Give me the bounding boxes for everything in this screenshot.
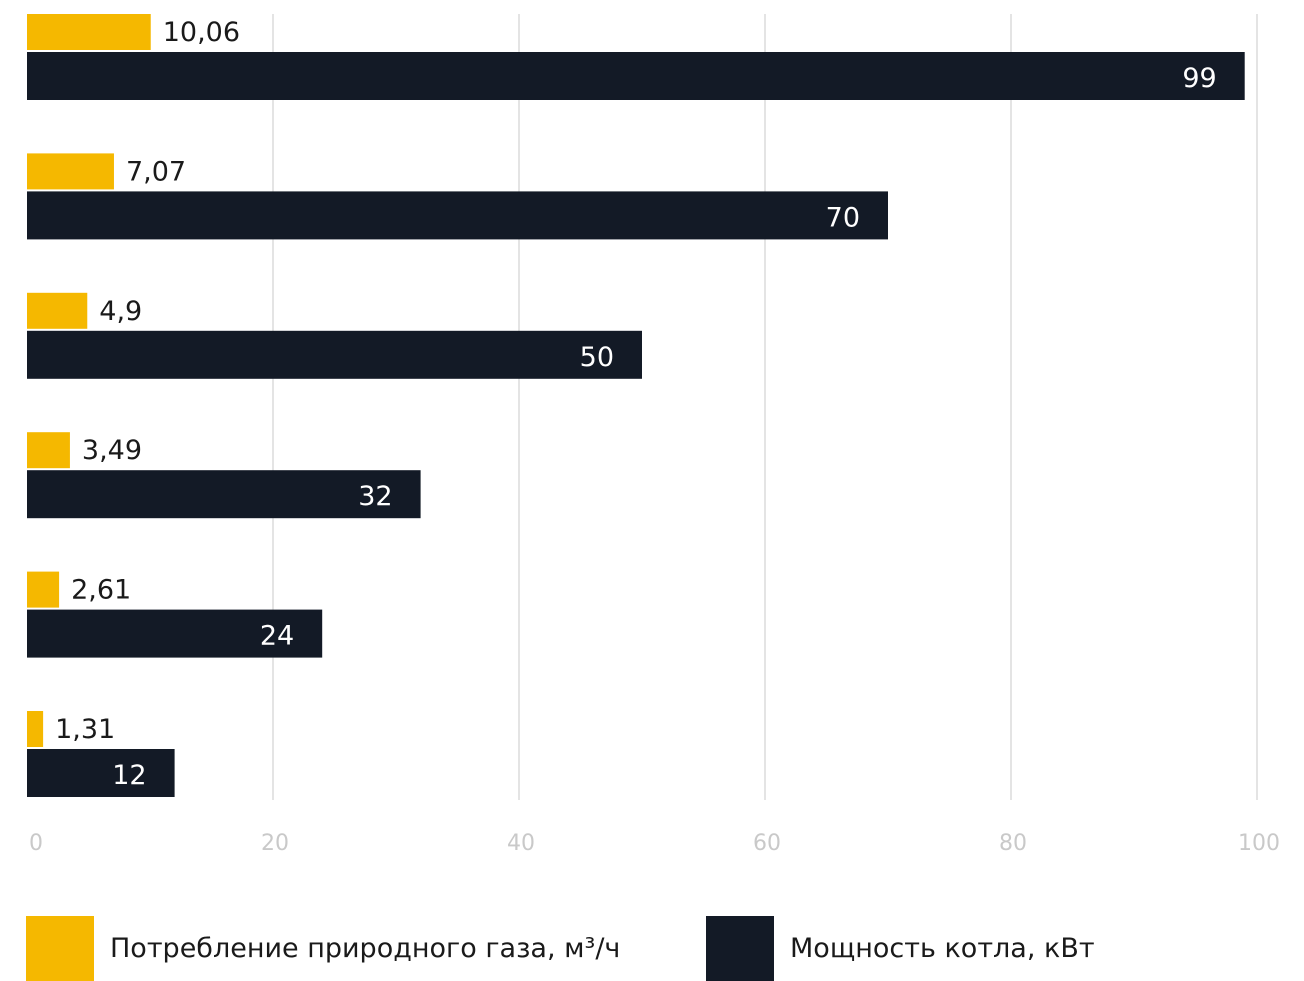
data-label-gas: 10,06 [163,17,240,48]
bar-power [27,470,421,519]
bar-gas [27,292,88,329]
legend-item-power: Мощность котла, кВт [706,916,1095,981]
data-label-power: 99 [1182,63,1216,94]
bar-power [27,191,888,240]
data-label-power: 12 [112,760,146,791]
bar-gas [27,432,70,469]
data-label-power: 24 [260,621,294,652]
bar-gas [27,711,44,747]
x-tick-label: 60 [753,831,781,856]
data-label-gas: 3,49 [82,435,142,466]
legend-swatch-power [706,916,774,981]
bar-power [27,52,1245,100]
legend-swatch-gas [26,916,94,981]
data-label-gas: 4,9 [99,296,142,327]
data-label-power: 50 [580,342,614,373]
x-tick-label: 100 [1238,831,1280,856]
data-label-gas: 2,61 [71,575,131,606]
x-tick-label: 0 [29,831,43,856]
x-tick-label: 80 [999,831,1027,856]
chart-legend: Потребление природного газа, м³/ч Мощнос… [0,916,1304,981]
data-label-gas: 7,07 [126,156,186,187]
bar-power [27,330,642,379]
bar-gas [27,571,60,608]
data-label-power: 70 [826,202,860,233]
legend-label-gas: Потребление природного газа, м³/ч [110,933,621,964]
data-label-power: 32 [358,481,392,512]
bar-power [27,749,175,797]
x-tick-label: 20 [261,831,289,856]
x-tick-label: 40 [507,831,535,856]
data-label-gas: 1,31 [55,714,115,745]
legend-label-power: Мощность котла, кВт [790,933,1095,964]
bar-chart: 0 20 40 60 80 100 10,06 99 7,07 70 4,9 50 3,49 32 2,61… [27,14,1280,856]
bar-gas [27,153,114,190]
bar-power [27,609,323,658]
bar-gas [27,14,151,50]
legend-item-gas: Потребление природного газа, м³/ч [26,916,620,981]
